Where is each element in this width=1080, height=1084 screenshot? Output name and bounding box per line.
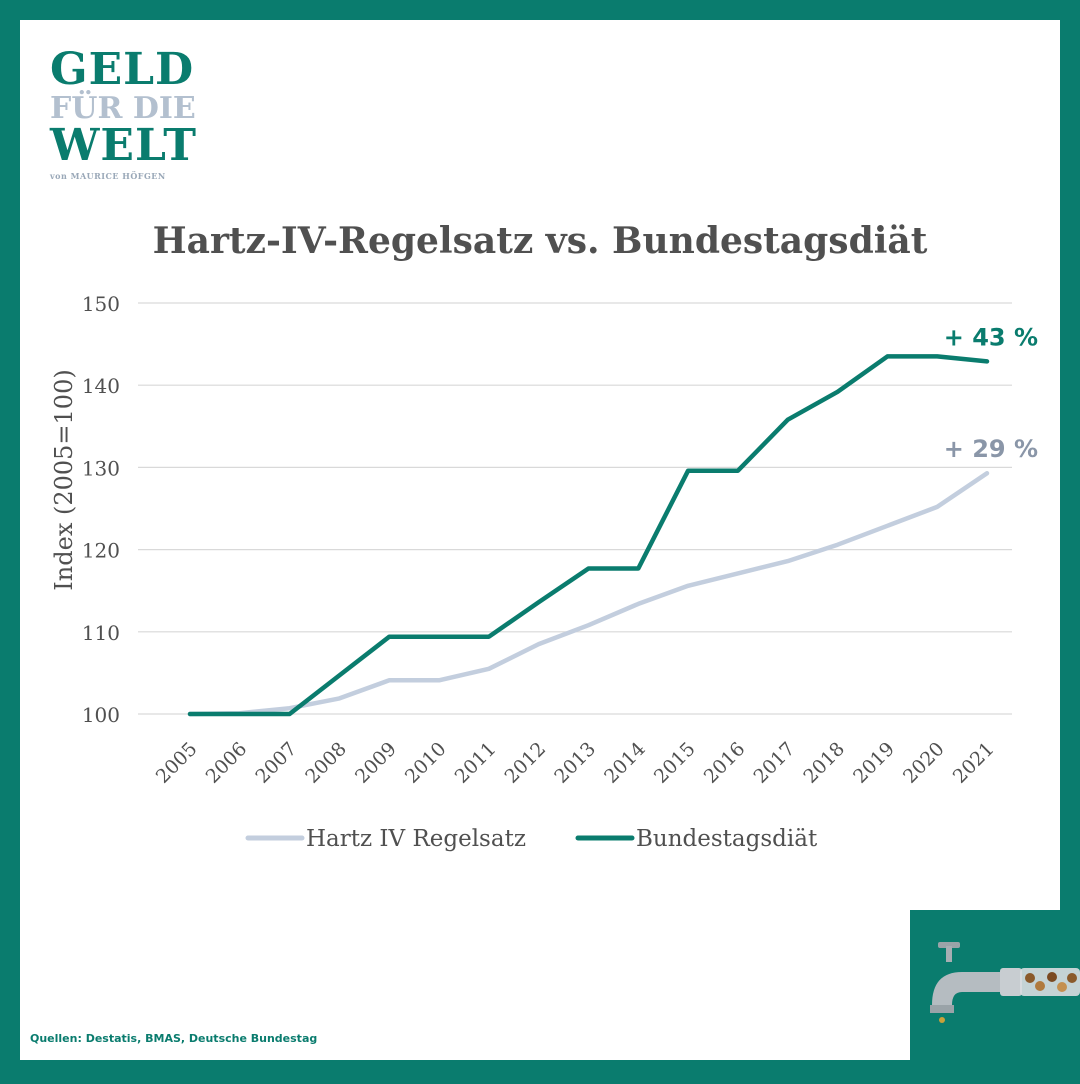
y-tick-label: 110 <box>82 621 120 645</box>
y-tick-label: 100 <box>82 703 120 727</box>
x-tick-label: 2015 <box>650 738 700 788</box>
y-tick-label: 140 <box>82 374 120 398</box>
x-tick-label: 2016 <box>700 738 750 788</box>
x-tick-label: 2011 <box>451 738 501 788</box>
logo-byline: von MAURICE HÖFGEN <box>50 171 166 181</box>
chart-title: Hartz-IV-Regelsatz vs. Bundestagsdiät <box>152 220 928 262</box>
series-end-label: + 29 % <box>944 435 1038 463</box>
y-axis-label: Index (2005=100) <box>50 369 78 590</box>
series-line-hartz <box>187 470 990 717</box>
logo-line-3: WELT <box>50 120 198 171</box>
x-tick-label: 2014 <box>600 738 650 788</box>
y-tick-label: 150 <box>82 292 120 316</box>
x-tick-label: 2021 <box>949 738 999 788</box>
series-end-label: + 43 % <box>944 323 1038 351</box>
x-tick-label: 2010 <box>401 738 451 788</box>
x-tick-label: 2020 <box>899 738 949 788</box>
x-tick-label: 2013 <box>550 738 600 788</box>
logo-line-1: GELD <box>50 44 195 95</box>
card: GELD FÜR DIE WELT von MAURICE HÖFGEN Har… <box>20 20 1080 1080</box>
y-tick-label: 130 <box>82 456 120 480</box>
faucet-illustration <box>910 910 1080 1080</box>
x-tick-label: 2005 <box>152 738 202 788</box>
x-tick-label: 2008 <box>301 738 351 788</box>
x-tick-label: 2018 <box>799 738 849 788</box>
logo: GELD FÜR DIE WELT von MAURICE HÖFGEN <box>50 44 210 181</box>
legend-label: Bundestagsdiät <box>636 826 818 852</box>
sources-note: Quellen: Destatis, BMAS, Deutsche Bundes… <box>30 1032 318 1045</box>
x-tick-label: 2019 <box>849 738 899 788</box>
x-tick-label: 2006 <box>202 738 252 788</box>
x-tick-label: 2017 <box>750 738 800 788</box>
x-tick-label: 2009 <box>351 738 401 788</box>
legend-label: Hartz IV Regelsatz <box>306 826 526 852</box>
x-tick-label: 2012 <box>500 738 550 788</box>
faucet-icon <box>930 942 1080 1023</box>
series-line-diaet <box>187 354 990 717</box>
x-tick-label: 2007 <box>251 738 301 788</box>
legend: Hartz IV Regelsatz Bundestagsdiät <box>245 826 818 852</box>
y-tick-label: 120 <box>82 539 120 563</box>
logo-line-2: FÜR DIE <box>50 91 196 126</box>
